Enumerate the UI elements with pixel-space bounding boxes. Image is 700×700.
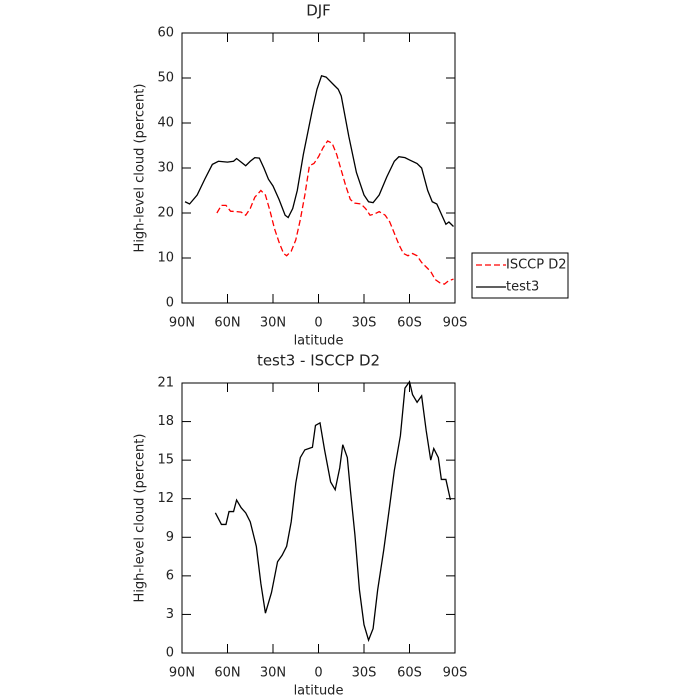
data-line (184, 74, 454, 227)
y-tick-label: 9 (166, 530, 174, 545)
chart-title: DJF (306, 2, 331, 20)
y-tick-label: 15 (157, 453, 174, 468)
y-tick-label: 12 (157, 491, 174, 506)
x-tick-label: 90S (443, 316, 468, 331)
y-tick-label: 18 (157, 414, 174, 429)
x-tick-label: 60S (397, 666, 422, 681)
x-tick-label: 0 (314, 666, 322, 681)
x-tick-label: 30N (260, 666, 286, 681)
legend-label: ISCCP D2 (506, 258, 567, 273)
legend-label: test3 (506, 280, 539, 295)
y-tick-label: 40 (157, 116, 174, 131)
chart-title: test3 - ISCCP D2 (257, 352, 380, 370)
y-tick-label: 10 (157, 251, 174, 266)
y-tick-label: 21 (157, 376, 174, 391)
y-tick-label: 0 (166, 646, 174, 661)
y-tick-label: 20 (157, 206, 174, 221)
legend-box (471, 252, 569, 299)
x-tick-label: 30S (352, 316, 377, 331)
x-axis-label: latitude (294, 334, 344, 349)
y-tick-label: 30 (157, 161, 174, 176)
y-tick-label: 0 (166, 296, 174, 311)
y-tick-label: 3 (166, 607, 174, 622)
x-tick-label: 30S (352, 666, 377, 681)
x-tick-label: 90N (169, 316, 195, 331)
x-tick-label: 60N (214, 666, 240, 681)
x-tick-label: 60S (397, 316, 422, 331)
x-tick-label: 60N (214, 316, 240, 331)
data-line (214, 380, 452, 643)
x-tick-label: 30N (260, 316, 286, 331)
y-tick-label: 50 (157, 71, 174, 86)
y-axis-label: High-level cloud (percent) (133, 434, 148, 603)
y-axis-label: High-level cloud (percent) (133, 84, 148, 253)
x-tick-label: 0 (314, 316, 322, 331)
data-line (216, 140, 454, 285)
x-tick-label: 90N (169, 666, 195, 681)
y-tick-label: 60 (157, 26, 174, 41)
x-tick-label: 90S (443, 666, 468, 681)
plot-frame (181, 32, 456, 304)
y-tick-label: 6 (166, 568, 174, 583)
x-axis-label: latitude (294, 684, 344, 699)
